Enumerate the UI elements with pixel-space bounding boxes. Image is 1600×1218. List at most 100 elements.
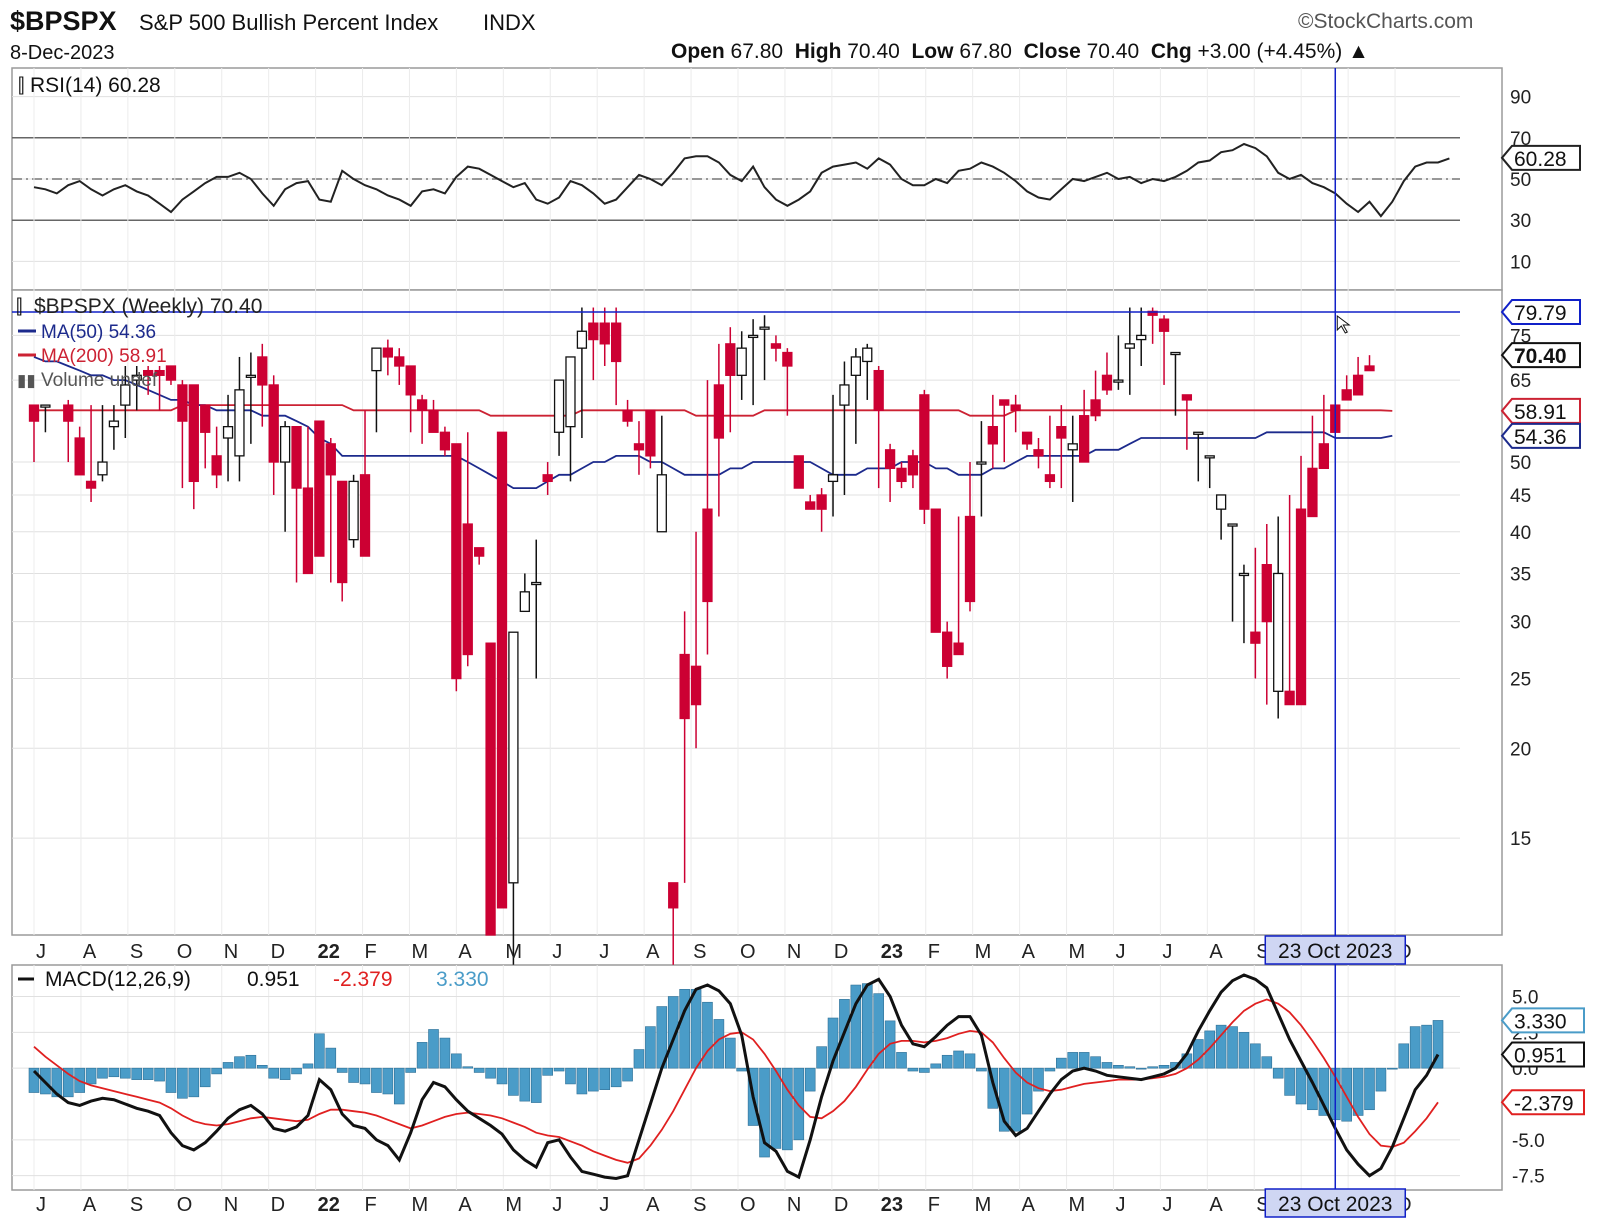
- macd-histogram-bar: [473, 1067, 485, 1073]
- candle-up: [348, 480, 359, 541]
- candle-up: [1204, 455, 1215, 459]
- macd-histogram-bar: [1056, 1057, 1067, 1069]
- macd-signal-tag: -2.379: [1500, 1089, 1585, 1116]
- candle-down: [702, 508, 713, 603]
- close-label: Close: [1023, 40, 1081, 63]
- volume-legend-icon: ▮▮: [17, 371, 36, 390]
- close-value-tag-text: 70.40: [1514, 345, 1567, 368]
- x-tick-label-macd: O: [177, 1194, 193, 1216]
- candle-down: [405, 365, 416, 396]
- macd-histogram-bar: [679, 989, 690, 1069]
- x-tick-label: J: [36, 941, 46, 963]
- macd-histogram-bar: [1272, 1067, 1284, 1079]
- ma200-value-tag-text: 58.91: [1514, 401, 1567, 424]
- candle-down: [816, 494, 827, 510]
- macd-histogram-bar: [28, 1067, 40, 1093]
- x-tick-label-macd: A: [646, 1194, 660, 1216]
- macd-value-tag: 0.951: [1500, 1041, 1585, 1068]
- index-name: S&P 500 Bullish Percent Index: [139, 10, 439, 35]
- candle-down: [1078, 415, 1090, 463]
- macd-histogram-bar: [325, 1047, 337, 1069]
- macd-histogram-bar: [782, 1067, 793, 1151]
- macd-signal-line: [33, 998, 1439, 1164]
- price-legend-icon: ⫿: [16, 296, 22, 318]
- candle-down: [873, 369, 884, 411]
- macd-histogram-bar: [1250, 1043, 1261, 1069]
- candle-up: [245, 374, 257, 378]
- macd-histogram-bar: [610, 1067, 622, 1088]
- chg-label: Chg: [1150, 40, 1192, 63]
- candle-up: [519, 591, 530, 613]
- macd-legend: MACD(12,26,9) 0.951 -2.379 3.330: [18, 968, 489, 991]
- rsi-tick-label: 30: [1510, 211, 1531, 232]
- macd-histogram-bar: [508, 1067, 519, 1096]
- candle-up: [576, 330, 588, 349]
- x-tick-label: A: [83, 941, 97, 963]
- price-tick-label: 15: [1510, 829, 1531, 850]
- candle-down: [177, 384, 188, 422]
- crosshair-date-tag: 23 Oct 2023: [1264, 935, 1407, 965]
- x-tick-label: F: [365, 941, 377, 963]
- macd-histogram-bar: [690, 989, 702, 1069]
- macd-histogram-bar: [1261, 1056, 1273, 1069]
- candle-up: [1273, 572, 1284, 692]
- x-tick-label: S: [693, 941, 706, 963]
- macd-histogram-bar: [1158, 1065, 1170, 1069]
- rsi-tick-label: 50: [1510, 170, 1531, 191]
- macd-histogram-bar: [976, 1067, 987, 1072]
- candle-up: [1170, 351, 1181, 356]
- close-value-tag-box: [1500, 342, 1581, 369]
- macd-histogram-bar: [211, 1067, 222, 1075]
- candle-down: [805, 501, 816, 510]
- chart-date: 8-Dec-2023: [10, 42, 115, 64]
- candle-down: [599, 322, 610, 345]
- candle-down: [211, 455, 222, 476]
- ma200-legend-label: MA(200) 58.91: [41, 346, 167, 367]
- macd-histogram-bar: [873, 993, 884, 1069]
- x-tick-label: J: [1115, 941, 1125, 963]
- macd-histogram-bar: [234, 1056, 245, 1069]
- candle-down: [74, 437, 85, 476]
- crosshair-price-tag: 79.79: [1500, 299, 1581, 325]
- macd-histogram-bar: [256, 1065, 268, 1069]
- macd-histogram-bar: [371, 1067, 382, 1093]
- macd-histogram-bar: [405, 1067, 416, 1073]
- macd-histogram-bar: [291, 1067, 302, 1075]
- candle-down: [1364, 365, 1375, 372]
- candle-down: [325, 443, 336, 476]
- x-tick-label-macd: A: [458, 1194, 472, 1216]
- price-legend: ⫿ $BPSPX (Weekly) 70.40 MA(50) 54.36 MA(…: [16, 295, 262, 391]
- macd-histogram-bar: [519, 1067, 531, 1102]
- macd-histogram-bar: [1364, 1067, 1375, 1111]
- macd-histogram-bar: [1101, 1062, 1113, 1069]
- macd-histogram-bar: [827, 1017, 839, 1069]
- candle-up: [1238, 572, 1250, 577]
- macd-tick-label: -7.5: [1512, 1167, 1545, 1188]
- macd-histogram-bar: [1192, 1039, 1204, 1069]
- candle-up: [1124, 343, 1135, 349]
- brand-logo[interactable]: ©StockCharts.com: [1298, 10, 1473, 34]
- candle-down: [268, 384, 279, 463]
- candle-up: [553, 379, 565, 433]
- macd-histogram-bar: [724, 1037, 736, 1069]
- macd-histogram-bar: [565, 1067, 576, 1085]
- macd-histogram-bar: [1432, 1020, 1444, 1069]
- x-tick-label: F: [928, 941, 940, 963]
- close-value-tag: 70.40: [1500, 342, 1581, 369]
- macd-histogram-bar: [1090, 1056, 1101, 1069]
- candle-down: [1101, 374, 1113, 391]
- candle-down: [542, 474, 553, 483]
- ma50-legend-label: MA(50) 54.36: [41, 322, 156, 343]
- candle-down: [884, 449, 896, 470]
- macd-histogram-bar: [348, 1067, 359, 1083]
- macd-line: [32, 973, 1440, 1181]
- macd-histogram-bar: [588, 1067, 599, 1092]
- macd-histogram-bar: [930, 1063, 942, 1069]
- macd-histogram-bar: [542, 1067, 553, 1076]
- macd-histogram-bar: [359, 1067, 371, 1085]
- macd-histogram-bar: [1387, 1067, 1398, 1070]
- x-tick-label-macd: S: [693, 1194, 706, 1216]
- rsi-tick-label: 90: [1510, 88, 1531, 109]
- low-value: 67.80: [959, 40, 1012, 63]
